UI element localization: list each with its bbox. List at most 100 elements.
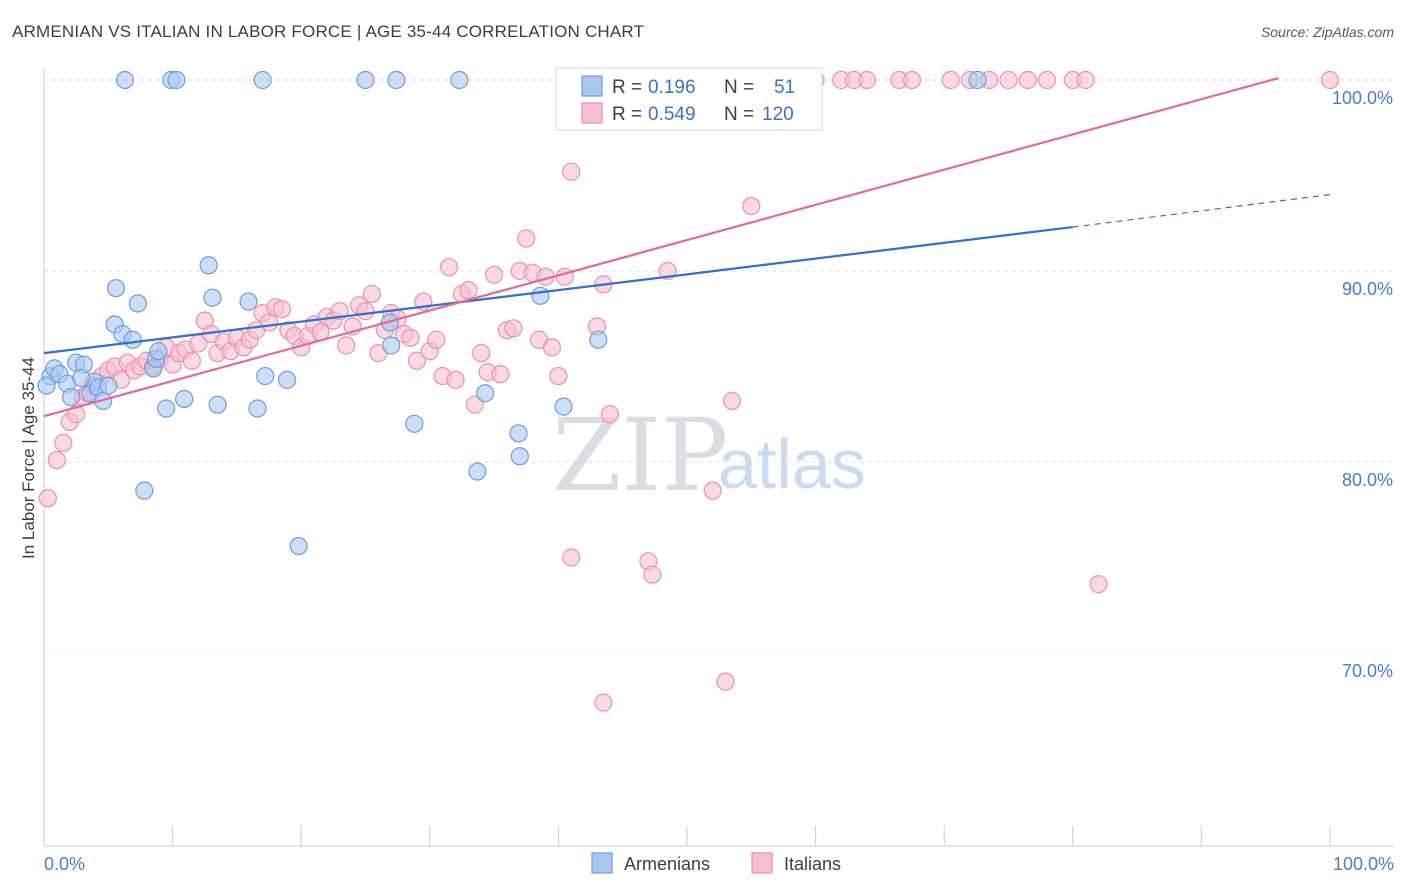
armenian-point-38 (405, 414, 424, 433)
italian-point-89 (643, 565, 662, 584)
italian-point-95 (703, 481, 722, 500)
italian-point-70 (491, 365, 510, 384)
legend-armenian-r-value: 0.196 (648, 77, 696, 98)
italian-point-78 (542, 338, 562, 357)
italian-point-85 (600, 405, 619, 424)
armenian-trend-line (43, 225, 1073, 355)
legend-italian-n-label: N = (724, 104, 754, 125)
bottom-legend-armenians-swatch (591, 852, 613, 874)
y-tick-label-100: 100.0% (1332, 88, 1393, 108)
italian-point-69 (485, 265, 504, 284)
x-tick-label-max: 100.0% (1333, 854, 1394, 874)
armenian-point-21 (157, 399, 176, 418)
italian-point-4 (67, 405, 86, 424)
italian-point-46 (337, 336, 356, 355)
axes (43, 68, 1394, 847)
italian-point-1 (47, 450, 66, 470)
armenian-point-17 (135, 481, 154, 500)
legend-italian-r-value: 0.549 (648, 104, 696, 125)
y-tick-label-80: 80.0% (1342, 470, 1393, 490)
legend-armenian-n-label: N = (724, 77, 754, 98)
bottom-legend-armenians-label: Armenians (624, 854, 710, 874)
y-axis-label: In Labor Force | Age 35-44 (19, 357, 38, 559)
italian-point-118 (594, 693, 613, 712)
italian-point-79 (549, 366, 568, 386)
y-tick-label-90: 90.0% (1342, 279, 1393, 299)
x-tick-labels: 0.0% 100.0% (44, 854, 1394, 874)
series-armenians (37, 70, 987, 556)
italian-point-115 (1089, 575, 1108, 594)
armenian-point-27 (208, 395, 227, 414)
italian-point-36 (272, 300, 292, 319)
legend-italian-r-label: R = (612, 104, 642, 125)
italian-point-62 (439, 258, 459, 277)
armenian-point-31 (256, 366, 275, 386)
armenian-point-45 (554, 397, 573, 416)
armenian-point-14 (115, 70, 135, 90)
italian-point-112 (1037, 70, 1057, 90)
trend-lines (43, 77, 1331, 418)
italian-point-67 (472, 344, 491, 363)
y-tick-label-70: 70.0% (1342, 661, 1393, 681)
armenian-point-46 (589, 330, 608, 349)
italian-point-72 (504, 319, 523, 338)
armenian-point-16 (128, 294, 147, 313)
armenian-point-4 (61, 387, 81, 407)
bottom-legend-italians-label: Italians (784, 854, 841, 874)
armenian-point-50 (37, 376, 56, 395)
armenian-point-47 (968, 70, 987, 90)
italian-point-97 (722, 391, 742, 410)
italian-point-0 (38, 489, 57, 508)
armenian-point-24 (175, 389, 194, 409)
armenian-point-49 (72, 368, 91, 388)
armenian-point-48 (99, 376, 118, 395)
armenian-point-26 (203, 288, 222, 307)
x-tick-label-min: 0.0% (44, 854, 85, 874)
italian-point-96 (716, 672, 735, 691)
italian-point-22 (182, 351, 201, 370)
italian-point-65 (459, 281, 478, 300)
italian-point-116 (1320, 70, 1340, 90)
armenian-point-43 (510, 447, 529, 466)
armenian-point-44 (531, 286, 550, 305)
armenian-point-12 (106, 279, 126, 298)
legend-italian-n-value: 120 (762, 104, 794, 125)
y-tick-labels: 70.0% 80.0% 90.0% 100.0% (1332, 88, 1393, 681)
italian-point-50 (362, 284, 382, 304)
watermark: ZIP atlas (552, 397, 866, 514)
italian-point-117 (562, 548, 581, 567)
armenian-point-25 (199, 256, 218, 275)
armenian-point-20 (149, 342, 168, 361)
chart-source: Source: ZipAtlas.com (1260, 24, 1394, 40)
armenian-point-42 (509, 424, 528, 443)
armenian-point-39 (450, 70, 469, 90)
italian-point-107 (941, 70, 960, 90)
stats-legend: R = 0.196 N = 51 R = 0.549 N = 120 (555, 67, 823, 131)
armenian-point-32 (277, 370, 297, 389)
italian-point-110 (999, 70, 1018, 90)
watermark-zip: ZIP (552, 397, 728, 514)
italian-point-111 (1018, 70, 1037, 90)
italian-point-114 (1076, 70, 1095, 90)
armenian-point-15 (123, 330, 142, 349)
legend-armenian-n-value: 51 (774, 77, 795, 98)
series-italians (38, 70, 1340, 712)
italian-point-63 (446, 370, 465, 389)
armenian-point-23 (167, 70, 186, 90)
chart-title: ARMENIAN VS ITALIAN IN LABOR FORCE | AGE… (12, 22, 645, 41)
legend-armenian-swatch (581, 75, 603, 97)
italian-point-57 (407, 351, 427, 370)
armenian-point-30 (253, 70, 272, 90)
armenian-point-29 (248, 399, 267, 418)
italian-point-60 (427, 330, 446, 349)
armenian-point-28 (239, 292, 258, 311)
legend-italian-swatch (581, 102, 603, 124)
italian-point-2 (54, 433, 73, 452)
italian-point-34 (259, 313, 279, 332)
armenian-point-33 (289, 536, 308, 556)
armenian-point-40 (468, 462, 487, 481)
x-tick-marks (43, 826, 1331, 846)
armenian-point-37 (387, 70, 406, 90)
bottom-legend-italians-swatch (751, 852, 773, 874)
